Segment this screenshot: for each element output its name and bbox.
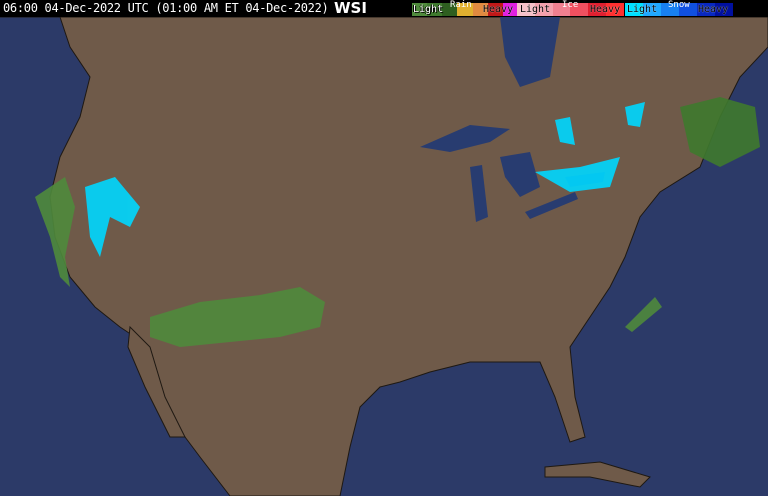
lake-superior — [420, 125, 510, 152]
legend-swatch — [552, 3, 571, 16]
legend-swatch — [588, 3, 607, 16]
lake-erie — [525, 192, 578, 219]
legend-swatch — [442, 3, 458, 16]
snow-quebec — [625, 102, 645, 127]
legend-ice-bar — [517, 3, 624, 16]
lake-huron — [500, 152, 540, 197]
timestamp: 06:00 04-Dec-2022 UTC (01:00 AM ET 04-De… — [3, 1, 329, 15]
north-america-land — [0, 17, 768, 496]
legend-swatch — [472, 3, 488, 16]
lake-michigan — [470, 165, 488, 222]
header-bar: 06:00 04-Dec-2022 UTC (01:00 AM ET 04-De… — [0, 0, 768, 17]
legend-swatch — [427, 3, 443, 16]
legend-swatch — [502, 3, 518, 16]
legend-snow-bar — [625, 3, 733, 16]
legend-swatch — [517, 3, 535, 16]
rain-southwest — [150, 287, 325, 347]
snow-great-lakes — [535, 157, 620, 192]
legend-rain-bar — [412, 3, 518, 16]
legend-snow-light: Light — [627, 4, 658, 15]
rain-new-england — [680, 97, 760, 167]
snow-sierra — [85, 177, 140, 257]
legend-rain-heavy: Heavy — [483, 4, 514, 15]
legend-swatch — [570, 3, 589, 16]
radar-map[interactable] — [0, 17, 768, 496]
legend-swatch — [534, 3, 553, 16]
legend-swatch — [715, 3, 733, 16]
legend-snow-heavy: Heavy — [698, 4, 729, 15]
legend-ice-light: Light — [520, 4, 551, 15]
legend-swatch — [487, 3, 503, 16]
legend-ice-title: Ice — [562, 0, 579, 10]
legend-swatch — [679, 3, 697, 16]
legend-swatch — [661, 3, 679, 16]
wsi-logo: WSI — [334, 0, 367, 17]
rain-atlantic — [625, 297, 662, 332]
legend-rain-light: Light — [413, 4, 444, 15]
legend-rain-title: Rain — [450, 0, 472, 10]
legend-swatch — [412, 3, 428, 16]
legend-swatch — [643, 3, 661, 16]
snow-ontario — [555, 117, 575, 145]
legend-swatch — [457, 3, 473, 16]
rain-pacific-northwest — [35, 177, 75, 287]
hudson-bay-area — [500, 17, 560, 87]
baja-peninsula — [127, 325, 186, 438]
legend-swatch — [697, 3, 715, 16]
legend-swatch — [606, 3, 624, 16]
legend-snow-title: Snow — [668, 0, 690, 10]
legend-swatch — [625, 3, 643, 16]
cuba — [544, 461, 651, 488]
legend-ice-heavy: Heavy — [590, 4, 621, 15]
